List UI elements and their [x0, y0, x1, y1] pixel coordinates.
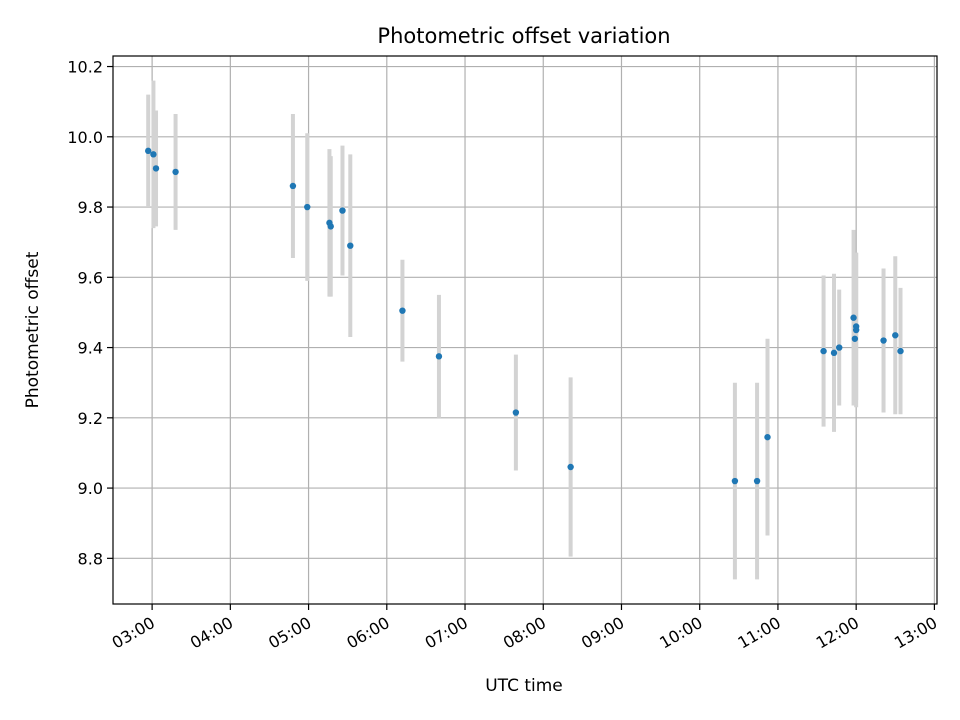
y-tick-label: 9.4	[78, 339, 103, 358]
data-point	[567, 463, 574, 471]
y-tick-label: 10.0	[67, 128, 103, 147]
data-point	[892, 332, 899, 339]
plot-frame	[112, 55, 938, 605]
data-point	[304, 203, 311, 211]
data-point	[150, 151, 157, 158]
grid-lines	[113, 56, 937, 604]
data-point	[764, 433, 771, 441]
data-point	[339, 207, 346, 214]
x-axis-ticks: 03:00 04:00 05:00 06:00 07:00 08:00 09:00 10:00…	[109, 604, 940, 653]
y-axis-label: Photometric offset	[23, 251, 43, 408]
data-point	[731, 477, 739, 485]
x-axis-label: UTC time	[485, 676, 563, 696]
x-tick-label: 04:00	[187, 613, 236, 653]
data-point	[836, 344, 843, 351]
y-tick-label: 10.2	[67, 58, 103, 77]
y-axis-ticks: 8.8 9.0 9.2 9.4 9.6 9.8 10.0 10.2	[67, 58, 113, 568]
y-tick-label: 9.6	[78, 268, 103, 287]
data-point	[145, 147, 152, 155]
data-point	[753, 477, 761, 485]
data-points	[145, 147, 904, 485]
x-tick-label: 10:00	[656, 613, 705, 653]
x-tick-label: 06:00	[343, 613, 392, 653]
data-point	[435, 353, 443, 360]
data-point	[327, 223, 334, 230]
y-tick-label: 9.2	[78, 409, 103, 428]
data-point	[347, 242, 354, 249]
data-point	[399, 307, 406, 314]
data-point	[897, 347, 904, 355]
data-point	[880, 337, 887, 344]
data-point	[851, 335, 859, 342]
error-bars	[146, 80, 903, 580]
chart-title: Photometric offset variation	[377, 24, 670, 48]
data-point	[820, 347, 827, 355]
y-tick-label: 9.0	[78, 479, 103, 498]
x-tick-label: 03:00	[109, 613, 158, 653]
data-point	[172, 168, 179, 176]
x-tick-label: 11:00	[735, 613, 784, 653]
x-tick-label: 09:00	[578, 613, 627, 653]
x-tick-label: 13:00	[891, 613, 940, 653]
x-tick-label: 07:00	[422, 613, 471, 653]
data-point	[289, 182, 297, 190]
y-tick-label: 9.8	[78, 198, 103, 217]
data-point	[152, 165, 160, 172]
y-tick-label: 8.8	[78, 549, 103, 568]
data-point	[512, 409, 520, 416]
data-point	[852, 326, 860, 334]
data-point	[830, 349, 838, 357]
data-point	[850, 314, 857, 321]
x-tick-label: 12:00	[813, 613, 862, 653]
x-tick-label: 08:00	[500, 613, 549, 653]
x-tick-label: 05:00	[265, 613, 314, 653]
